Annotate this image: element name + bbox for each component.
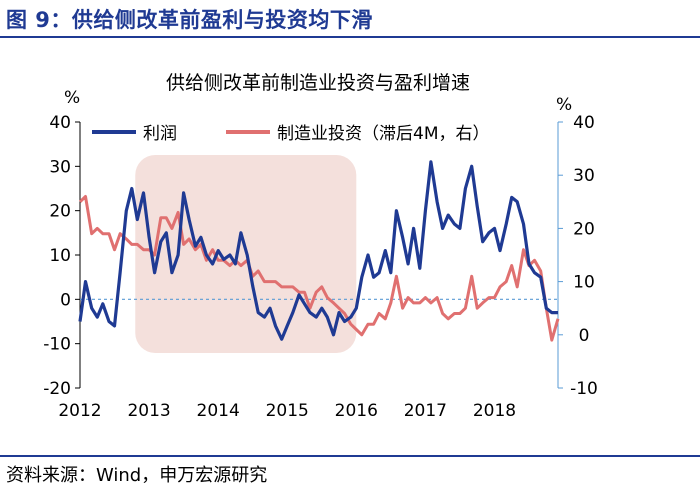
right-tick-label: -10 [570, 379, 598, 399]
left-tick-label: -10 [43, 335, 71, 355]
left-tick-label: 10 [49, 246, 71, 266]
right-tick-label: 40 [573, 113, 595, 133]
left-tick-label: 20 [49, 202, 71, 222]
right-tick-label: 0 [579, 326, 590, 346]
x-tick-label: 2012 [58, 401, 101, 421]
left-tick-label: 0 [60, 290, 71, 310]
left-tick-label: -20 [43, 379, 71, 399]
x-tick-label: 2013 [127, 401, 170, 421]
left-tick-label: 30 [49, 157, 71, 177]
right-tick-label: 20 [573, 219, 595, 239]
right-unit-label: % [556, 95, 572, 115]
x-tick-label: 2015 [266, 401, 309, 421]
right-tick-label: 10 [573, 273, 595, 293]
x-tick-label: 2018 [473, 401, 516, 421]
legend: 利润 制造业投资（滞后4M，右） [92, 124, 489, 144]
series-line-investment [78, 195, 560, 342]
left-tick-label: 40 [49, 113, 71, 133]
title-divider [0, 36, 700, 38]
x-tick-label: 2016 [335, 401, 378, 421]
legend-label-investment: 制造业投资（滞后4M，右） [277, 124, 489, 144]
legend-label-profit: 利润 [143, 124, 177, 144]
right-tick-label: 30 [573, 166, 595, 186]
chart-title: 供给侧改革前制造业投资与盈利增速 [166, 72, 470, 94]
source-note: 资料来源：Wind，申万宏源研究 [6, 465, 268, 486]
figure-title: 图 9：供给侧改革前盈利与投资均下滑 [6, 8, 373, 32]
x-tick-label: 2017 [404, 401, 447, 421]
source-divider [0, 455, 700, 457]
left-unit-label: % [64, 88, 80, 108]
x-tick-label: 2014 [197, 401, 240, 421]
series-line-profit [78, 160, 558, 341]
